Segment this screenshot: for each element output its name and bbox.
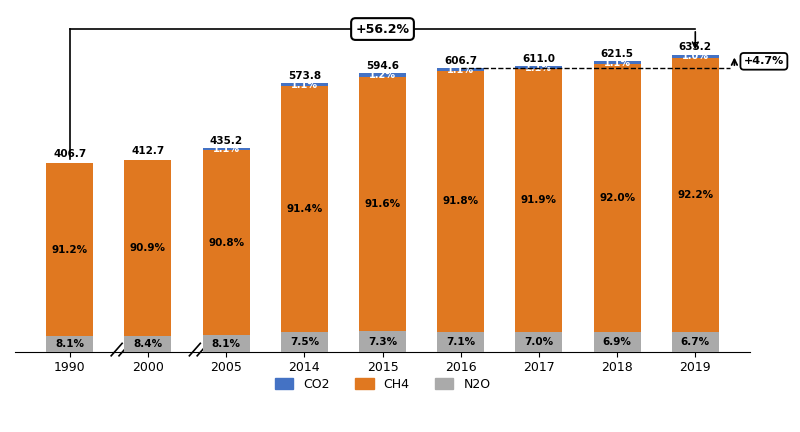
- Text: 91.2%: 91.2%: [52, 245, 88, 254]
- Text: 406.7: 406.7: [53, 149, 86, 159]
- Bar: [594, 61, 641, 64]
- Legend: CO2, CH4, N2O: CO2, CH4, N2O: [270, 373, 495, 396]
- Bar: [515, 66, 562, 69]
- Text: 1.2%: 1.2%: [369, 70, 396, 80]
- Text: +56.2%: +56.2%: [355, 22, 410, 35]
- Bar: [46, 163, 93, 337]
- Bar: [359, 73, 406, 77]
- Bar: [125, 160, 171, 336]
- Bar: [359, 331, 406, 352]
- Bar: [202, 148, 250, 150]
- Text: 412.7: 412.7: [131, 146, 165, 156]
- Bar: [281, 332, 328, 352]
- Text: 8.4%: 8.4%: [134, 339, 162, 349]
- Bar: [594, 332, 641, 352]
- Text: 8.1%: 8.1%: [55, 339, 84, 349]
- Bar: [672, 55, 718, 58]
- Text: 6.7%: 6.7%: [681, 337, 710, 347]
- Text: 1.0%: 1.0%: [682, 51, 709, 61]
- Text: 91.9%: 91.9%: [521, 195, 557, 206]
- Bar: [359, 77, 406, 331]
- Text: 1.1%: 1.1%: [526, 63, 553, 73]
- Text: 7.0%: 7.0%: [524, 337, 554, 347]
- Text: +4.7%: +4.7%: [744, 56, 784, 67]
- Bar: [672, 58, 718, 332]
- Text: 621.5: 621.5: [601, 49, 634, 59]
- Text: 594.6: 594.6: [366, 61, 399, 71]
- Bar: [438, 68, 484, 71]
- Text: 91.4%: 91.4%: [286, 204, 322, 214]
- Bar: [438, 71, 484, 332]
- Text: 1.1%: 1.1%: [447, 64, 474, 75]
- Text: 91.6%: 91.6%: [365, 199, 401, 209]
- Text: 90.8%: 90.8%: [208, 238, 244, 248]
- Bar: [281, 86, 328, 332]
- Text: 92.2%: 92.2%: [678, 190, 714, 200]
- Bar: [202, 335, 250, 352]
- Bar: [515, 69, 562, 332]
- Text: 7.5%: 7.5%: [290, 337, 319, 347]
- Text: 7.1%: 7.1%: [446, 337, 475, 347]
- Text: 1.1%: 1.1%: [291, 80, 318, 90]
- Bar: [438, 332, 484, 352]
- Bar: [515, 332, 562, 352]
- Text: 635.2: 635.2: [678, 42, 712, 52]
- Bar: [281, 83, 328, 86]
- Text: 6.9%: 6.9%: [602, 337, 631, 347]
- Text: 7.3%: 7.3%: [368, 337, 397, 346]
- Text: 8.1%: 8.1%: [212, 339, 241, 349]
- Text: 91.8%: 91.8%: [442, 197, 478, 206]
- Text: 90.9%: 90.9%: [130, 243, 166, 253]
- Text: 1.1%: 1.1%: [603, 57, 630, 68]
- Text: 92.0%: 92.0%: [599, 193, 635, 203]
- Text: 573.8: 573.8: [288, 71, 321, 81]
- Text: 606.7: 606.7: [444, 56, 478, 66]
- Bar: [125, 336, 171, 352]
- Text: 611.0: 611.0: [522, 54, 555, 64]
- Text: 1.1%: 1.1%: [213, 144, 240, 154]
- Bar: [672, 332, 718, 352]
- Bar: [594, 64, 641, 332]
- Text: 435.2: 435.2: [210, 136, 242, 146]
- Bar: [202, 150, 250, 335]
- Bar: [46, 337, 93, 352]
